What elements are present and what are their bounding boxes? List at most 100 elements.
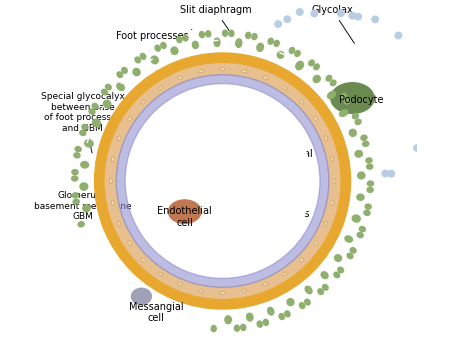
Circle shape bbox=[395, 32, 401, 39]
Text: Slit diaphragm: Slit diaphragm bbox=[180, 5, 251, 34]
Ellipse shape bbox=[324, 136, 328, 140]
Ellipse shape bbox=[295, 51, 300, 56]
Ellipse shape bbox=[257, 321, 262, 327]
Ellipse shape bbox=[242, 289, 247, 292]
Ellipse shape bbox=[73, 193, 79, 198]
Ellipse shape bbox=[334, 272, 340, 278]
Ellipse shape bbox=[177, 283, 182, 286]
Ellipse shape bbox=[81, 161, 89, 168]
Text: Glomerular
basement membrane
GBM: Glomerular basement membrane GBM bbox=[34, 191, 131, 221]
Ellipse shape bbox=[364, 210, 370, 215]
Ellipse shape bbox=[314, 241, 318, 245]
Ellipse shape bbox=[131, 288, 151, 304]
Ellipse shape bbox=[263, 76, 268, 79]
Ellipse shape bbox=[118, 222, 121, 226]
Ellipse shape bbox=[128, 241, 131, 245]
Ellipse shape bbox=[279, 313, 284, 320]
Ellipse shape bbox=[352, 215, 360, 222]
Ellipse shape bbox=[151, 56, 158, 64]
Ellipse shape bbox=[72, 170, 78, 174]
Circle shape bbox=[134, 93, 311, 269]
Circle shape bbox=[414, 145, 420, 151]
Ellipse shape bbox=[155, 45, 160, 51]
Text: Glycolax: Glycolax bbox=[312, 5, 355, 43]
Ellipse shape bbox=[322, 285, 328, 290]
Ellipse shape bbox=[353, 114, 358, 119]
Ellipse shape bbox=[355, 151, 363, 157]
Ellipse shape bbox=[326, 75, 332, 81]
Ellipse shape bbox=[198, 70, 203, 73]
Ellipse shape bbox=[220, 68, 225, 71]
Ellipse shape bbox=[333, 178, 336, 184]
Ellipse shape bbox=[85, 140, 93, 147]
Circle shape bbox=[388, 171, 394, 177]
Ellipse shape bbox=[338, 267, 344, 273]
Ellipse shape bbox=[106, 84, 111, 90]
Ellipse shape bbox=[109, 178, 112, 184]
Ellipse shape bbox=[183, 35, 188, 41]
Circle shape bbox=[419, 49, 425, 55]
Ellipse shape bbox=[341, 93, 346, 99]
Text: Special glycocalyx
between base
of foot processes
and GBM: Special glycocalyx between base of foot … bbox=[41, 92, 125, 153]
Ellipse shape bbox=[141, 100, 146, 104]
Ellipse shape bbox=[285, 311, 290, 317]
Ellipse shape bbox=[117, 72, 123, 77]
Ellipse shape bbox=[366, 158, 372, 163]
Ellipse shape bbox=[287, 299, 294, 306]
Ellipse shape bbox=[140, 54, 146, 59]
Circle shape bbox=[275, 21, 282, 27]
Text: Foot processes: Foot processes bbox=[116, 30, 192, 41]
Text: Endothelial
cell: Endothelial cell bbox=[157, 206, 212, 228]
Ellipse shape bbox=[321, 272, 328, 278]
Ellipse shape bbox=[198, 289, 203, 292]
Ellipse shape bbox=[161, 42, 166, 49]
Ellipse shape bbox=[103, 100, 111, 108]
Ellipse shape bbox=[365, 204, 371, 209]
Ellipse shape bbox=[128, 117, 131, 121]
Ellipse shape bbox=[263, 283, 268, 286]
Ellipse shape bbox=[177, 76, 182, 79]
Ellipse shape bbox=[277, 51, 284, 58]
Ellipse shape bbox=[133, 68, 140, 76]
Ellipse shape bbox=[347, 253, 353, 258]
Ellipse shape bbox=[229, 30, 234, 37]
Ellipse shape bbox=[331, 157, 334, 162]
Ellipse shape bbox=[345, 236, 353, 242]
Ellipse shape bbox=[274, 41, 279, 46]
Ellipse shape bbox=[367, 188, 373, 192]
Ellipse shape bbox=[300, 100, 304, 104]
Ellipse shape bbox=[83, 205, 90, 212]
Ellipse shape bbox=[225, 316, 231, 324]
Ellipse shape bbox=[283, 272, 287, 276]
Circle shape bbox=[311, 10, 318, 17]
Text: Podocyte: Podocyte bbox=[339, 95, 383, 105]
Ellipse shape bbox=[357, 232, 363, 237]
Text: Endothelial
fenestrations: Endothelial fenestrations bbox=[246, 197, 311, 219]
Ellipse shape bbox=[78, 222, 84, 227]
Ellipse shape bbox=[330, 80, 336, 86]
Ellipse shape bbox=[367, 181, 374, 186]
Ellipse shape bbox=[92, 119, 100, 127]
Ellipse shape bbox=[305, 299, 310, 305]
Ellipse shape bbox=[206, 31, 211, 37]
Ellipse shape bbox=[73, 199, 79, 204]
Ellipse shape bbox=[314, 117, 318, 121]
Ellipse shape bbox=[257, 43, 264, 51]
Ellipse shape bbox=[168, 200, 201, 223]
Ellipse shape bbox=[331, 83, 374, 113]
Text: Endothelial
glycolax: Endothelial glycolax bbox=[258, 149, 313, 171]
Ellipse shape bbox=[211, 325, 216, 332]
Ellipse shape bbox=[246, 313, 253, 321]
Ellipse shape bbox=[234, 325, 239, 331]
Ellipse shape bbox=[72, 176, 78, 181]
Ellipse shape bbox=[117, 83, 124, 90]
Ellipse shape bbox=[241, 324, 246, 331]
Ellipse shape bbox=[357, 194, 364, 200]
Ellipse shape bbox=[349, 129, 356, 136]
Ellipse shape bbox=[305, 286, 312, 294]
Ellipse shape bbox=[158, 272, 163, 276]
Ellipse shape bbox=[355, 119, 361, 125]
Circle shape bbox=[250, 165, 256, 171]
Ellipse shape bbox=[252, 34, 257, 40]
Circle shape bbox=[382, 170, 389, 177]
